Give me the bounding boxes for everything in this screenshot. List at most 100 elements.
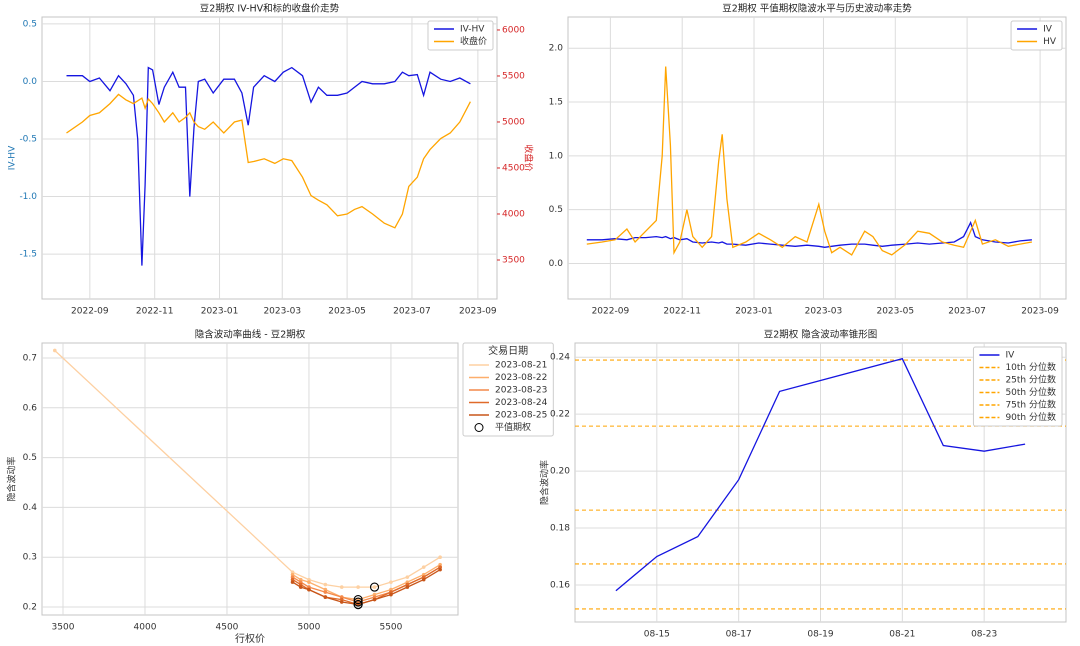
plot-area [41, 342, 459, 616]
x-tick-label: 3500 [52, 623, 75, 633]
point [421, 575, 426, 579]
x-axis-label: 行权价 [235, 632, 265, 645]
y-tick-label: -1.5 [19, 250, 37, 260]
y2-tick-label: 6000 [502, 25, 525, 35]
y-tick-label: 0.5 [23, 453, 37, 463]
x-tick-label: 2023-09 [459, 307, 497, 317]
legend-box [427, 20, 494, 51]
legend-label: 50th 分位数 [1005, 386, 1056, 398]
x-tick-label: 08-15 [644, 630, 670, 640]
x-tick-label: 2023-07 [948, 307, 986, 317]
legend-label: IV [1043, 25, 1053, 35]
x-tick-label: 4500 [216, 623, 239, 633]
x-tick-label: 5000 [297, 623, 320, 633]
y-tick-label: 0.0 [23, 77, 38, 87]
point [307, 580, 311, 584]
legend-label: 2023-08-23 [495, 386, 547, 396]
legend-label: 90th 分位数 [1005, 411, 1056, 423]
point [438, 567, 442, 572]
point [307, 585, 311, 589]
series-line [66, 93, 471, 229]
y2-tick-label: 5500 [502, 71, 525, 81]
y-tick-label: 0.5 [23, 19, 37, 29]
y-tick-label: 0.16 [550, 580, 570, 590]
point [421, 565, 426, 569]
point [290, 575, 295, 579]
point [339, 595, 344, 599]
point [356, 585, 360, 589]
legend-label: 25th 分位数 [1005, 374, 1056, 386]
series-line [66, 66, 471, 266]
legend: 交易日期 2023-08-21 2023-08-22 2023-08-23 2023-0… [462, 342, 554, 437]
plot-area [41, 16, 498, 300]
point [290, 570, 295, 574]
point [339, 597, 344, 602]
point [372, 595, 377, 599]
point [389, 592, 393, 597]
x-tick-label: 2023-03 [805, 307, 843, 317]
legend-label: HV [1043, 37, 1057, 47]
legend-box [972, 346, 1063, 427]
point [298, 582, 303, 587]
point [298, 580, 303, 584]
atm-marker [353, 595, 363, 605]
point [290, 572, 295, 577]
x-tick-label: 08-23 [971, 630, 997, 640]
y2-tick-label: 5000 [502, 117, 525, 127]
legend-label: 2023-08-25 [495, 411, 547, 421]
series-line [586, 66, 1033, 256]
y-tick-label: 0.3 [23, 553, 37, 563]
x-tick-label: 2023-07 [393, 307, 431, 317]
y-tick-label: 0.2 [23, 603, 37, 613]
point [372, 592, 377, 597]
point [307, 587, 311, 592]
legend-swatch [474, 423, 484, 432]
y-tick-label: 0.0 [549, 259, 564, 269]
point [421, 577, 426, 582]
point [290, 580, 295, 584]
legend-title: 交易日期 [488, 344, 528, 357]
y-axis-label: 隐含波动率 [6, 456, 18, 501]
x-tick-label: 2022-09 [592, 307, 630, 317]
point [389, 587, 393, 592]
point [290, 577, 295, 582]
chart-title: 豆2期权 平值期权隐波水平与历史波动率走势 [722, 3, 912, 15]
x-tick-label: 08-21 [889, 630, 915, 640]
legend-box [462, 342, 554, 437]
point [405, 580, 410, 584]
point [52, 348, 57, 353]
atm-marker [353, 597, 363, 607]
x-tick-label: 08-17 [726, 630, 752, 640]
series-line [586, 220, 1032, 248]
point [405, 582, 410, 587]
y2-tick-label: 4000 [502, 209, 525, 219]
x-tick-label: 2023-03 [263, 307, 301, 317]
point [298, 585, 303, 589]
y-tick-label: -1.0 [19, 192, 37, 202]
atm-marker [353, 599, 363, 610]
y-axis-label: 隐含波动率 [539, 460, 551, 505]
y-tick-label: 0.18 [550, 524, 570, 534]
point [298, 577, 303, 582]
x-tick-label: 4000 [134, 623, 157, 633]
legend-label: 10th 分位数 [1005, 361, 1056, 373]
plot-area [567, 16, 1067, 300]
point [405, 585, 410, 589]
point [372, 597, 377, 602]
point [372, 585, 377, 589]
point [438, 565, 442, 569]
y-tick-label: 0.7 [23, 353, 37, 363]
point [389, 590, 393, 594]
y-tick-label: -0.5 [19, 135, 37, 145]
y-axis-label: IV-HV [8, 145, 18, 170]
x-tick-label: 08-19 [807, 630, 833, 640]
atm-marker [369, 582, 380, 592]
y-tick-label: 0.22 [550, 410, 570, 420]
legend-label: IV-HV [460, 25, 485, 35]
x-tick-label: 2023-09 [1021, 307, 1059, 317]
point [323, 595, 328, 599]
x-tick-label: 2023-05 [328, 307, 366, 317]
y-tick-label: 2.0 [549, 44, 564, 54]
